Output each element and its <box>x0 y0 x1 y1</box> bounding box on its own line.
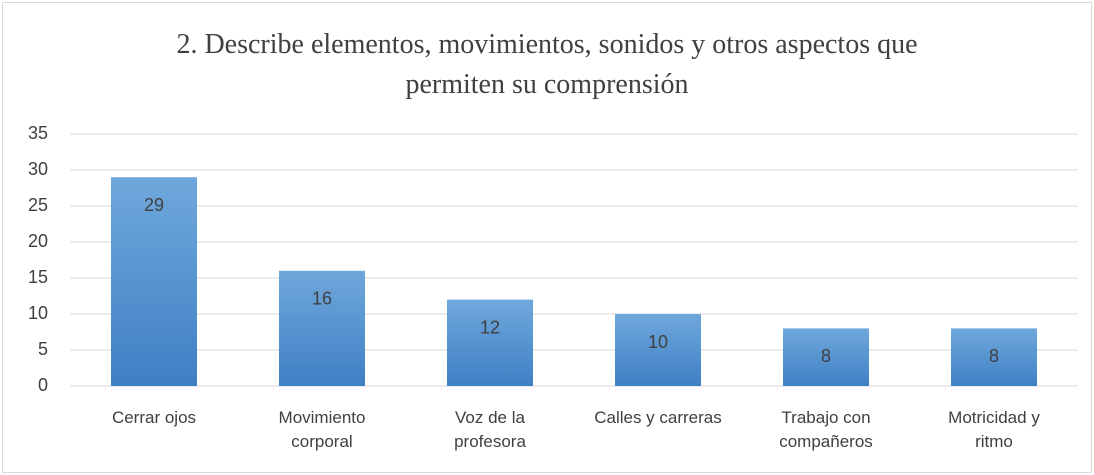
data-label: 12 <box>480 317 500 337</box>
x-tick-label-box: Movimiento corporal <box>278 408 366 451</box>
x-tick-label-box: Cerrar ojos <box>111 408 197 427</box>
x-tick-label-box: Calles y carreras <box>594 408 722 427</box>
data-label: 16 <box>312 289 332 309</box>
x-tick-label: Motricidad y ritmo <box>948 408 1040 451</box>
bar <box>951 328 1037 386</box>
y-tick-label: 5 <box>38 339 48 359</box>
y-tick-label: 20 <box>28 231 48 251</box>
data-label: 10 <box>648 332 668 352</box>
bar <box>111 177 197 386</box>
bar <box>447 299 533 386</box>
y-tick-label: 15 <box>28 267 48 287</box>
x-tick-label: Cerrar ojos <box>111 408 197 427</box>
x-tick-label: Voz de la profesora <box>454 408 526 451</box>
bar <box>783 328 869 386</box>
data-label: 29 <box>144 195 164 215</box>
bar <box>279 270 365 386</box>
x-tick-label: Trabajo con compañeros <box>779 408 873 451</box>
x-tick-label: Calles y carreras <box>594 408 722 427</box>
chart-title: 2. Describe elementos, movimientos, soni… <box>176 29 918 100</box>
x-tick-label-box: Trabajo con compañeros <box>779 408 873 451</box>
y-tick-label: 0 <box>38 375 48 395</box>
chart-title-box: 2. Describe elementos, movimientos, soni… <box>176 29 918 100</box>
x-tick-label: Movimiento corporal <box>278 408 366 451</box>
y-tick-label: 30 <box>28 159 48 179</box>
x-tick-label-box: Motricidad y ritmo <box>948 408 1040 451</box>
x-tick-label-box: Voz de la profesora <box>454 408 526 451</box>
data-label: 8 <box>989 346 999 366</box>
bar <box>615 314 701 386</box>
y-tick-label: 10 <box>28 303 48 323</box>
data-label: 8 <box>821 346 831 366</box>
y-tick-label: 35 <box>28 123 48 143</box>
y-tick-label: 25 <box>28 195 48 215</box>
